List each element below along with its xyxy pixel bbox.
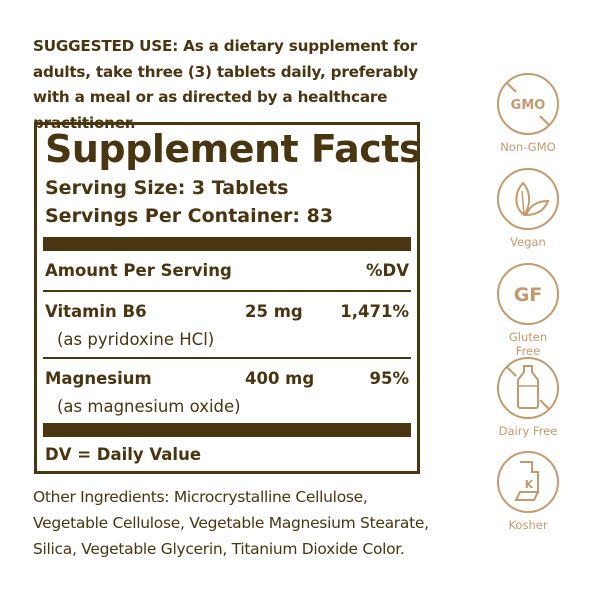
- badge-dairy-free: Dairy Free: [495, 356, 561, 438]
- badge-label: Kosher: [508, 518, 548, 532]
- badge-label: Vegan: [510, 235, 546, 249]
- nutrient-dv: 95%: [369, 369, 410, 388]
- badge-label: Dairy Free: [498, 424, 558, 438]
- dv-header: %DV: [366, 261, 409, 280]
- amount-header: Amount Per Serving: [45, 261, 232, 280]
- leaf-icon: [497, 168, 559, 230]
- badge-label: Non-GMO: [500, 140, 556, 154]
- thick-divider: [43, 237, 411, 251]
- nutrient-source: (as pyridoxine HCl): [57, 330, 215, 349]
- divider: [43, 357, 411, 359]
- no-milk-bottle-icon: [497, 357, 559, 419]
- other-ingredients: Other Ingredients: Microcrystalline Cell…: [33, 488, 429, 558]
- badge-non-gmo: GMO Non-GMO: [495, 72, 561, 154]
- badge-gluten-free: GF Gluten Free: [495, 262, 561, 358]
- kosher-icon-text: K: [525, 478, 534, 491]
- suggested-use: SUGGESTED USE: As a dietary supplement f…: [33, 34, 433, 136]
- gmo-icon-text: GMO: [511, 98, 546, 113]
- badge-kosher: K Kosher: [495, 450, 561, 532]
- no-gmo-icon: GMO: [497, 73, 559, 135]
- supplement-facts-panel: Supplement Facts Serving Size: 3 Tablets…: [34, 122, 422, 474]
- nutrient-dv: 1,471%: [340, 302, 409, 321]
- dv-footnote: DV = Daily Value: [45, 445, 202, 464]
- divider: [43, 290, 411, 292]
- badge-label: Gluten Free: [508, 330, 548, 358]
- suggested-use-label: SUGGESTED USE:: [33, 37, 179, 55]
- nutrient-amount: 400 mg: [245, 369, 315, 388]
- gluten-free-icon: GF: [497, 263, 559, 325]
- facts-title: Supplement Facts: [45, 127, 422, 171]
- thick-divider: [43, 423, 411, 437]
- nutrient-name: Vitamin B6: [45, 302, 147, 321]
- nutrient-amount: 25 mg: [245, 302, 303, 321]
- nutrient-source: (as magnesium oxide): [57, 397, 241, 416]
- nutrient-name: Magnesium: [45, 369, 152, 388]
- badge-vegan: Vegan: [495, 167, 561, 249]
- servings-per-container: Servings Per Container: 83: [45, 205, 334, 227]
- kosher-icon: K: [497, 451, 559, 513]
- serving-size: Serving Size: 3 Tablets: [45, 177, 289, 199]
- gf-icon-text: GF: [514, 284, 543, 306]
